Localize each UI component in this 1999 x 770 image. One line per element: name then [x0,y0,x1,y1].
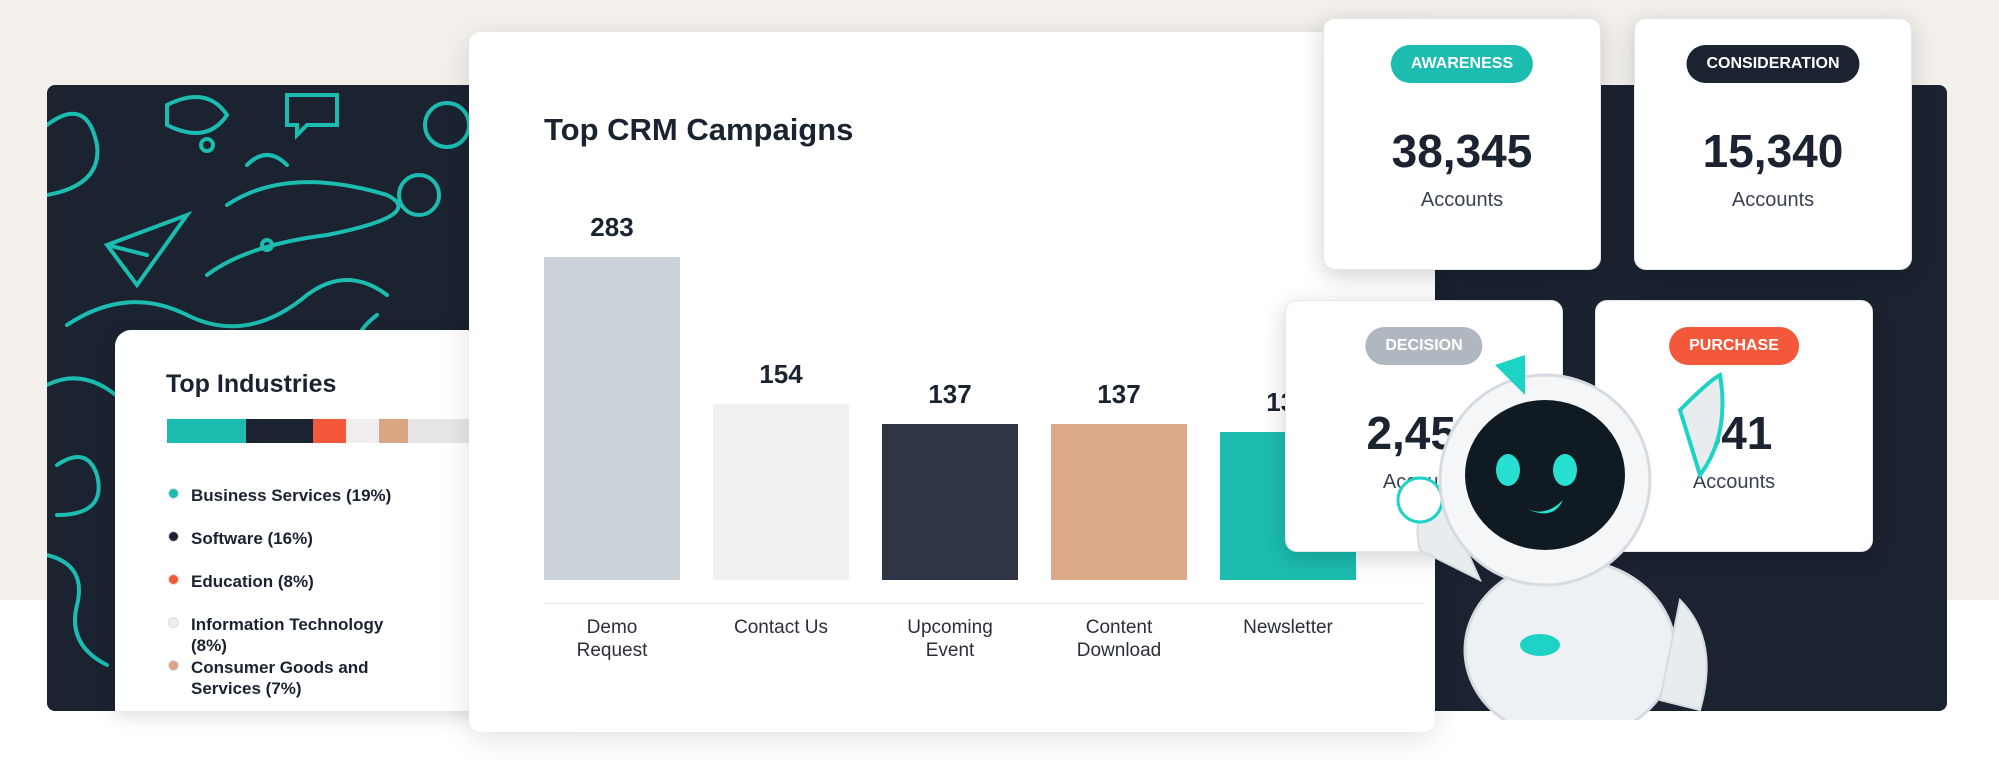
legend-dot [168,574,179,585]
stage-count: 38,345 [1391,125,1533,177]
share-segment [167,419,247,443]
category-label: Contact Us [734,617,828,638]
stage-badge: AWARENESS [1390,45,1534,83]
baseline [544,603,1424,604]
value-label: 137 [1097,378,1141,409]
bar [1051,423,1187,580]
legend-label: Software (16%) [191,529,313,548]
legend-label: Consumer Goods and Services (7%) [191,658,369,698]
bar [544,257,680,580]
bar [882,423,1018,580]
stage-unit: Accounts [1692,471,1776,493]
campaigns-card: Top CRM Campaigns 283 Demo Request 154 Conta… [469,32,1435,732]
stage-count: 15,340 [1702,125,1844,177]
share-segment [312,419,346,443]
stage-card: AWARENESS 38,345 Accounts [1323,18,1601,270]
stage-badge: PURCHASE [1669,327,1799,365]
category-label: Content Download [1076,617,1162,661]
legend-label: Information Technology (8%) [191,615,384,655]
legend-dot [168,531,179,542]
stage-card: CONSIDERATION 15,340 Accounts [1634,18,1912,270]
share-segment [379,419,409,443]
legend-dot [168,660,179,671]
legend-dot [168,488,179,499]
legend-label: Business Services (19%) [191,486,392,505]
value-label: 137 [928,378,972,409]
category-label: Upcoming Event [907,617,993,661]
value-label: 283 [590,212,634,242]
category-label: Newsletter [1243,617,1333,638]
share-segment [345,419,380,443]
chart-title: Top CRM Campaigns [544,112,854,147]
category-label: Demo Request [576,617,648,661]
share-segment [408,419,471,443]
share-segment [246,419,313,443]
stage-badge: DECISION [1365,327,1483,365]
legend-label: Education (8%) [191,572,314,591]
legend-dot [168,617,179,628]
industries-title: Top Industries [166,370,337,398]
stage-unit: Accounts [1420,189,1504,211]
bar [713,404,849,580]
stage-unit: Accounts [1731,189,1815,211]
value-label: 154 [759,359,803,390]
stage-card: PURCHASE 541 Accounts [1595,300,1873,552]
stage-badge: CONSIDERATION [1686,45,1860,83]
robot-mascot [1396,355,1725,720]
